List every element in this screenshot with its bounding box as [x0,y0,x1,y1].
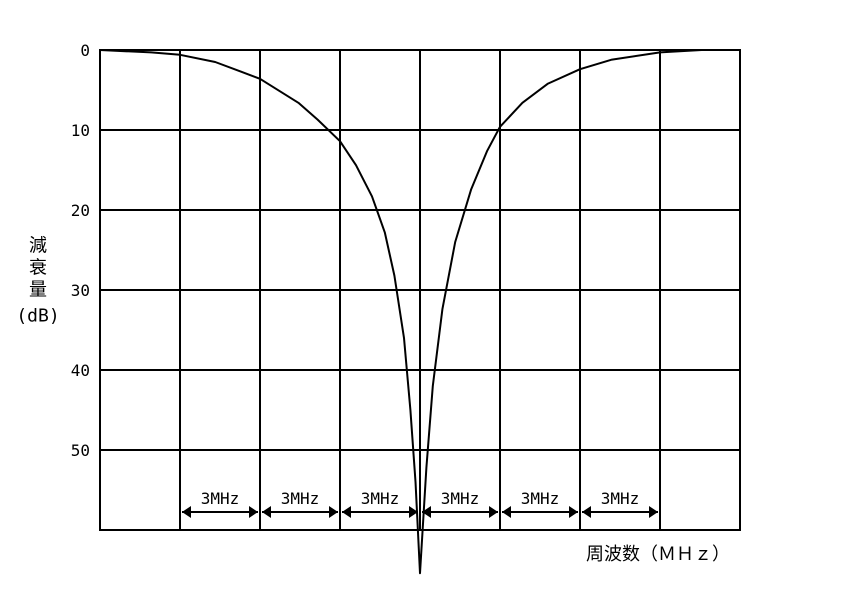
x-axis-label-text: 周波数（ＭＨｚ） [586,544,730,565]
y-tick-30: 30 [71,281,90,300]
span-label-4: 3MHz [521,489,560,508]
y-tick-0: 0 [80,41,90,60]
y-tick-10: 10 [71,121,90,140]
y-tick-50: 50 [71,441,90,460]
y-tick-40: 40 [71,361,90,380]
span-label-2: 3MHz [361,489,400,508]
grid [100,50,740,530]
span-label-1: 3MHz [281,489,320,508]
attenuation-notch-chart: 0 10 20 30 40 50 減衰量 (dB) 周波数（ＭＨｚ） 3MHz 3MHz 3MH… [0,0,842,595]
span-label-0: 3MHz [201,489,240,508]
y-axis-label-char-0: 減 [29,236,47,257]
y-axis-label-char-1: 衰 [29,258,47,279]
span-label-5: 3MHz [601,489,640,508]
y-tick-20: 20 [71,201,90,220]
x-axis-label: 周波数（ＭＨｚ） [586,544,730,565]
y-tick-labels: 0 10 20 30 40 50 [71,41,90,460]
y-axis-label: 減衰量 (dB) [16,236,59,327]
span-label-3: 3MHz [441,489,480,508]
y-axis-unit: (dB) [16,306,59,327]
y-axis-label-char-2: 量 [29,280,47,301]
